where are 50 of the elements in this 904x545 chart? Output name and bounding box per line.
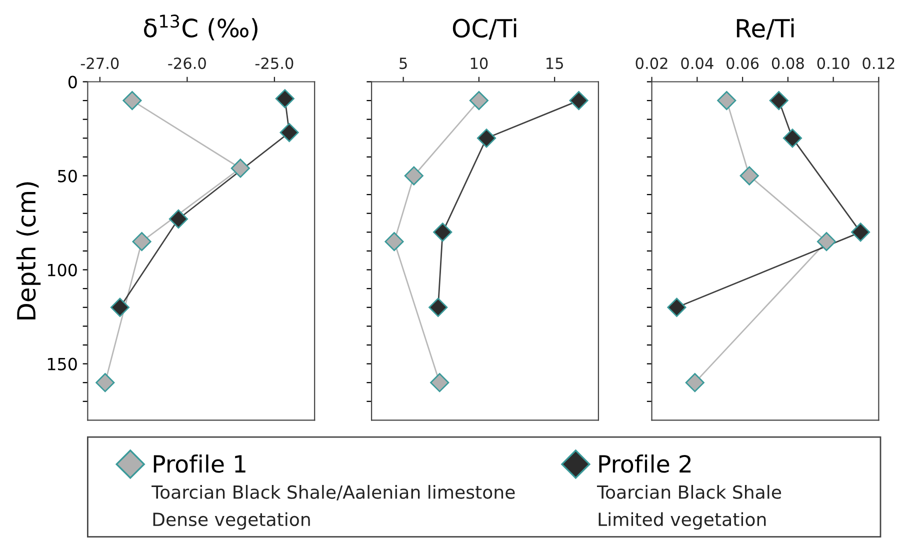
y-tick-label: 0: [68, 76, 77, 88]
point: [740, 166, 759, 186]
text: Dense vegetation: [153, 512, 310, 530]
point: [430, 373, 450, 392]
y-tick-label: 50: [58, 170, 77, 182]
x-tick-label: 5: [400, 58, 407, 70]
point: [433, 222, 452, 242]
y-tick-label: 100: [48, 264, 77, 276]
x-tick-label: 0.12: [862, 58, 894, 70]
x-tick-label: 10: [470, 58, 488, 70]
legend-label: Profile 2: [599, 454, 691, 473]
point: [110, 298, 130, 317]
x-tick-label: 0.02: [636, 58, 668, 70]
text: Toarcian Black Shale: [596, 484, 782, 499]
point: [122, 91, 142, 110]
text: Limited vegetation: [598, 512, 766, 530]
point: [782, 128, 802, 148]
x-tick-label: -26.0: [168, 58, 206, 70]
x-tick-label: -25.0: [255, 58, 294, 70]
point: [769, 91, 788, 110]
point: [230, 158, 250, 178]
point: [476, 128, 496, 148]
point: [851, 222, 870, 242]
point: [816, 232, 836, 252]
text: Toarcian Black Shale/Aalenian limestone: [152, 484, 515, 500]
x-tick-label: 0.04: [681, 58, 714, 70]
point: [132, 232, 152, 252]
point: [717, 91, 736, 110]
point: [667, 298, 686, 317]
y-axis-title: Depth (cm): [16, 182, 41, 320]
point: [428, 298, 448, 317]
point: [384, 232, 404, 252]
point: [168, 209, 188, 229]
point: [685, 373, 704, 392]
point: [569, 91, 588, 110]
point: [280, 122, 299, 142]
x-tick-label: 0.08: [772, 58, 804, 70]
point: [96, 373, 115, 392]
x-tick-label: 0.06: [726, 58, 759, 70]
point: [404, 166, 424, 186]
point: [469, 91, 488, 110]
point: [275, 89, 294, 108]
chart-title: OC/Ti: [452, 18, 516, 40]
y-tick-label: 150: [48, 358, 77, 370]
legend-label: Profile 1: [154, 454, 246, 473]
x-tick-label: -27.0: [80, 58, 119, 70]
chart-title: δ$^{13}$C (‰): [144, 14, 258, 40]
chart-title: Re/Ti: [736, 18, 794, 40]
x-tick-label: 15: [546, 58, 563, 70]
x-tick-label: 0.10: [817, 58, 850, 70]
